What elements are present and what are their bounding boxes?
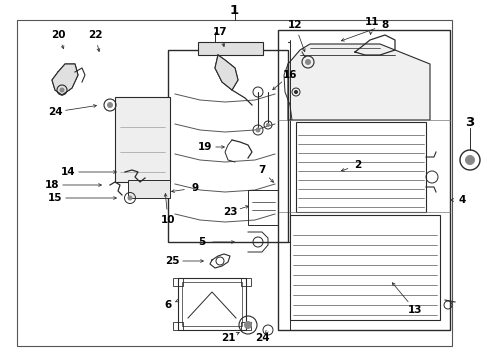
Bar	[241, 322, 251, 330]
Circle shape	[60, 88, 64, 92]
Text: 7: 7	[258, 165, 266, 175]
Circle shape	[305, 59, 311, 64]
Text: 17: 17	[213, 27, 227, 37]
Text: 15: 15	[48, 193, 62, 203]
Text: 10: 10	[161, 215, 175, 225]
Text: 1: 1	[230, 4, 239, 17]
Text: 11: 11	[365, 17, 379, 27]
Polygon shape	[215, 55, 238, 90]
Circle shape	[466, 156, 474, 165]
Text: 2: 2	[354, 160, 362, 170]
Circle shape	[294, 90, 297, 94]
Text: 18: 18	[45, 180, 59, 190]
Text: 12: 12	[288, 20, 302, 30]
Text: 24: 24	[48, 107, 62, 117]
Circle shape	[256, 128, 260, 132]
Text: 4: 4	[458, 195, 466, 205]
Bar	[128, 180, 170, 198]
Text: 20: 20	[51, 30, 65, 40]
Bar	[182, 282, 242, 326]
Text: 25: 25	[165, 256, 179, 266]
Text: 23: 23	[223, 207, 237, 217]
Bar	[173, 322, 183, 330]
Circle shape	[245, 321, 251, 328]
Bar	[115, 97, 170, 182]
Text: 22: 22	[88, 30, 102, 40]
Bar	[17, 20, 452, 346]
Bar	[290, 215, 440, 320]
Circle shape	[267, 123, 270, 126]
Bar	[241, 278, 251, 286]
Bar	[278, 30, 450, 330]
Text: 16: 16	[283, 70, 297, 80]
Text: 6: 6	[164, 300, 171, 310]
Bar	[248, 190, 278, 225]
Circle shape	[107, 103, 113, 108]
Text: 21: 21	[221, 333, 235, 343]
Text: 9: 9	[192, 183, 198, 193]
Text: 24: 24	[255, 333, 270, 343]
Text: 14: 14	[61, 167, 75, 177]
Bar	[173, 278, 183, 286]
Polygon shape	[52, 64, 78, 95]
Text: 13: 13	[408, 305, 422, 315]
Polygon shape	[288, 44, 430, 120]
Text: 5: 5	[198, 237, 206, 247]
Text: 19: 19	[198, 142, 212, 152]
Bar	[168, 50, 288, 242]
Bar	[198, 42, 263, 55]
Bar	[178, 278, 246, 330]
Text: 8: 8	[381, 20, 389, 30]
Circle shape	[128, 196, 132, 200]
Bar	[296, 122, 426, 212]
Text: 3: 3	[466, 116, 475, 129]
